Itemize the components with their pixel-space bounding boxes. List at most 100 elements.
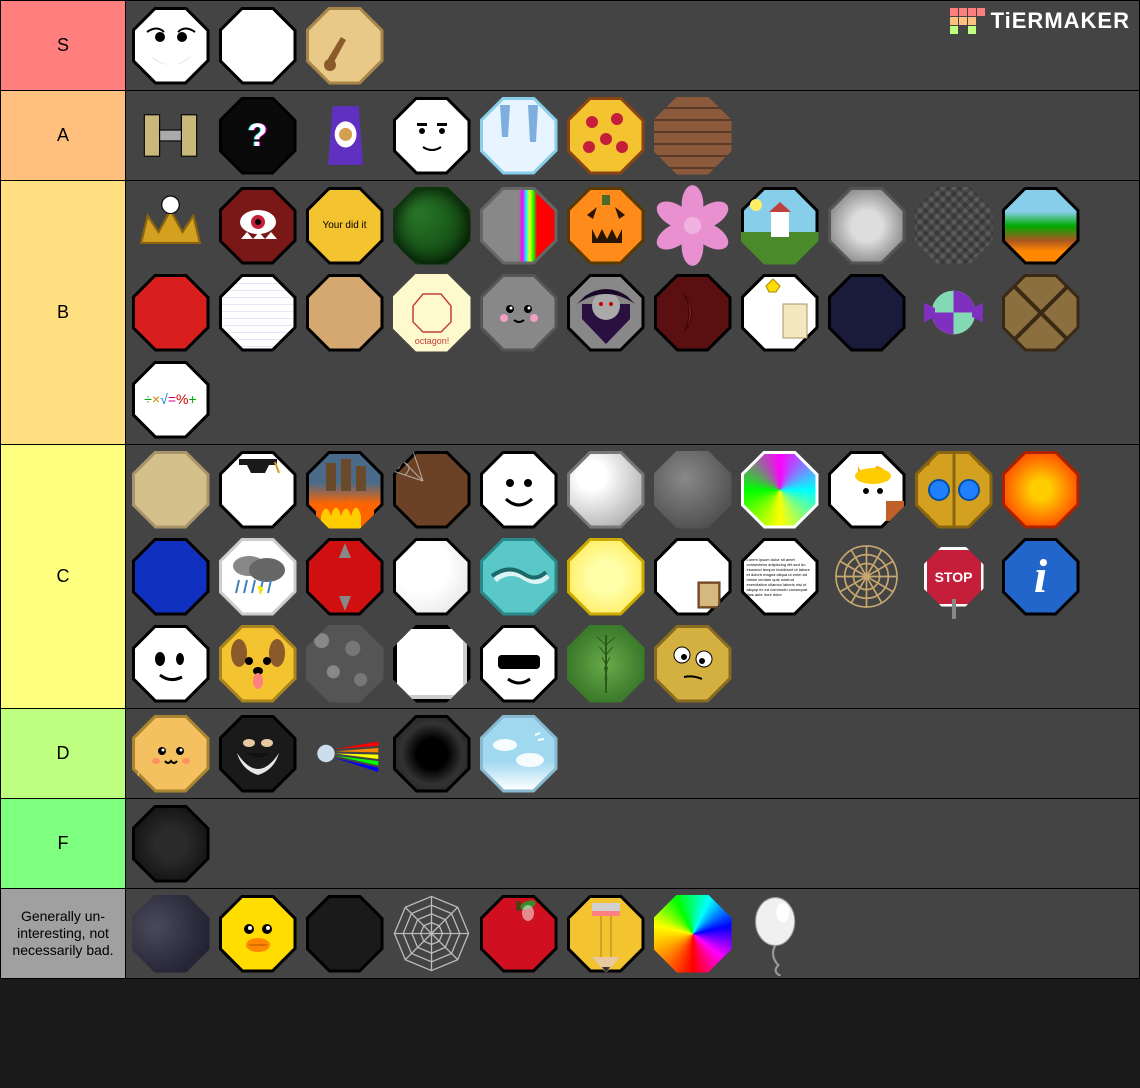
tier-item-side-face[interactable] <box>128 621 213 706</box>
tier-row[interactable]: Generally un-interesting, not necessaril… <box>1 889 1139 978</box>
tier-item-troll-face[interactable] <box>128 3 213 88</box>
tier-item-rain-cloud[interactable] <box>215 534 300 619</box>
tier-item-crown[interactable] <box>128 183 213 268</box>
tier-row[interactable]: D <box>1 709 1139 799</box>
tier-item-dog[interactable] <box>215 621 300 706</box>
tier-item-math[interactable]: ÷ ×√ =% + <box>128 357 213 442</box>
tier-item-candy[interactable] <box>911 270 996 355</box>
tier-item-graduate[interactable] <box>215 447 300 532</box>
tier-row[interactable]: F <box>1 799 1139 889</box>
tier-item-rainbow[interactable] <box>650 891 735 976</box>
tier-items-container[interactable]: ? <box>126 91 1139 180</box>
tier-list: SA?BYour did itoctagon!÷ ×√ =% +CLorem i… <box>0 0 1140 979</box>
tier-item-bush[interactable] <box>389 183 474 268</box>
tier-item-yellow-note[interactable]: Your did it <box>302 183 387 268</box>
tier-row[interactable]: B Your did it octagon! ÷ ×√ =% + <box>1 181 1139 445</box>
tier-items-container[interactable] <box>126 889 1139 978</box>
tier-item-apple[interactable] <box>476 891 561 976</box>
tier-item-text-wall[interactable]: Lorem ipsum dolor sit amet consectetur a… <box>737 534 822 619</box>
tier-item-pink-flower[interactable] <box>650 183 735 268</box>
tier-item-man-face[interactable] <box>389 93 474 178</box>
tier-item-dark-navy[interactable] <box>824 270 909 355</box>
tier-item-spiderweb[interactable] <box>389 891 474 976</box>
tier-items-container[interactable]: Your did it octagon! ÷ ×√ =% + <box>126 181 1139 444</box>
tier-label[interactable]: Generally un-interesting, not necessaril… <box>1 889 126 978</box>
tier-item-pizza[interactable] <box>563 93 648 178</box>
tier-item-sky[interactable] <box>476 711 561 796</box>
tier-item-plywood[interactable] <box>302 270 387 355</box>
tier-item-rainbow-glitch[interactable] <box>476 183 561 268</box>
tier-item-pixel-white[interactable] <box>389 621 474 706</box>
tier-item-void[interactable] <box>128 801 213 886</box>
logo-text: TiERMAKER <box>991 8 1130 34</box>
tier-item-white-book[interactable] <box>650 534 735 619</box>
tier-item-dark-red[interactable] <box>650 270 735 355</box>
tier-item-cat[interactable] <box>128 711 213 796</box>
logo-grid-icon <box>950 8 985 34</box>
tier-item-cobblestone[interactable] <box>302 621 387 706</box>
tier-items-container[interactable] <box>126 799 1139 888</box>
tier-item-clouds[interactable] <box>563 447 648 532</box>
tier-item-sunglasses[interactable] <box>476 621 561 706</box>
tier-label[interactable]: S <box>1 1 126 90</box>
tier-item-rainbow-layers[interactable] <box>998 183 1083 268</box>
tier-item-leaf[interactable] <box>563 621 648 706</box>
tier-item-wood-vacuum[interactable] <box>302 3 387 88</box>
tier-item-sticky-note[interactable]: octagon! <box>389 270 474 355</box>
tier-item-teal-wave[interactable] <box>476 534 561 619</box>
tier-item-red-spike[interactable] <box>302 534 387 619</box>
tier-item-red-solid[interactable] <box>128 270 213 355</box>
tier-item-landscape[interactable] <box>737 183 822 268</box>
tier-row[interactable]: C Lorem ipsum dolor sit amet consectetur … <box>1 445 1139 709</box>
tier-label[interactable]: D <box>1 709 126 798</box>
tier-item-cute-rock[interactable] <box>476 270 561 355</box>
tier-item-pumpkin[interactable] <box>563 183 648 268</box>
tier-item-brick[interactable] <box>650 93 735 178</box>
tier-item-red-eye[interactable] <box>215 183 300 268</box>
tier-item-robot-eyes[interactable] <box>911 447 996 532</box>
tier-label[interactable]: C <box>1 445 126 708</box>
svg-text:octagon!: octagon! <box>414 336 449 346</box>
tier-item-balloon[interactable] <box>737 891 822 976</box>
tier-item-chip-bag[interactable] <box>302 93 387 178</box>
tier-items-container[interactable] <box>126 709 1139 798</box>
tier-item-dark-rock[interactable] <box>128 891 213 976</box>
tiermaker-logo: TiERMAKER <box>950 8 1130 34</box>
tier-item-stop-sign[interactable]: STOP <box>911 534 996 619</box>
tier-item-fire-city[interactable] <box>302 447 387 532</box>
tier-items-container[interactable]: Lorem ipsum dolor sit amet consectetur a… <box>126 445 1139 708</box>
tier-item-black-hole[interactable] <box>389 711 474 796</box>
tier-item-lightbulb[interactable] <box>563 534 648 619</box>
tier-item-blank-white[interactable] <box>215 3 300 88</box>
tier-item-info[interactable]: i <box>998 534 1083 619</box>
tier-item-pencil[interactable] <box>563 891 648 976</box>
tier-item-grey-cloud[interactable] <box>824 183 909 268</box>
tier-label[interactable]: F <box>1 799 126 888</box>
tier-item-holographic[interactable] <box>737 447 822 532</box>
tier-item-dumbbell[interactable] <box>128 93 213 178</box>
tier-item-metal-grid[interactable] <box>911 183 996 268</box>
tier-item-sand[interactable] <box>128 447 213 532</box>
tier-label[interactable]: A <box>1 91 126 180</box>
tier-item-orange-red[interactable] <box>998 447 1083 532</box>
tier-item-wood-web[interactable] <box>389 447 474 532</box>
tier-item-ice-water[interactable] <box>476 93 561 178</box>
tier-item-smiley[interactable] <box>476 447 561 532</box>
tier-item-vampire[interactable] <box>563 270 648 355</box>
tier-item-king[interactable] <box>737 270 822 355</box>
tier-item-boulder[interactable] <box>650 447 735 532</box>
tier-row[interactable]: A? <box>1 91 1139 181</box>
tier-label[interactable]: B <box>1 181 126 444</box>
tier-item-lined-paper[interactable] <box>215 270 300 355</box>
tier-item-beard[interactable] <box>215 711 300 796</box>
tier-item-blue-solid[interactable] <box>128 534 213 619</box>
tier-item-prism[interactable] <box>302 711 387 796</box>
tier-item-tumbleweed[interactable] <box>824 534 909 619</box>
tier-item-builder[interactable] <box>824 447 909 532</box>
tier-item-white-shiny[interactable] <box>389 534 474 619</box>
tier-item-duck[interactable] <box>215 891 300 976</box>
tier-item-mystery[interactable]: ? <box>215 93 300 178</box>
tier-item-black-solid[interactable] <box>302 891 387 976</box>
tier-item-yellow-derp[interactable] <box>650 621 735 706</box>
tier-item-wood-crate[interactable] <box>998 270 1083 355</box>
